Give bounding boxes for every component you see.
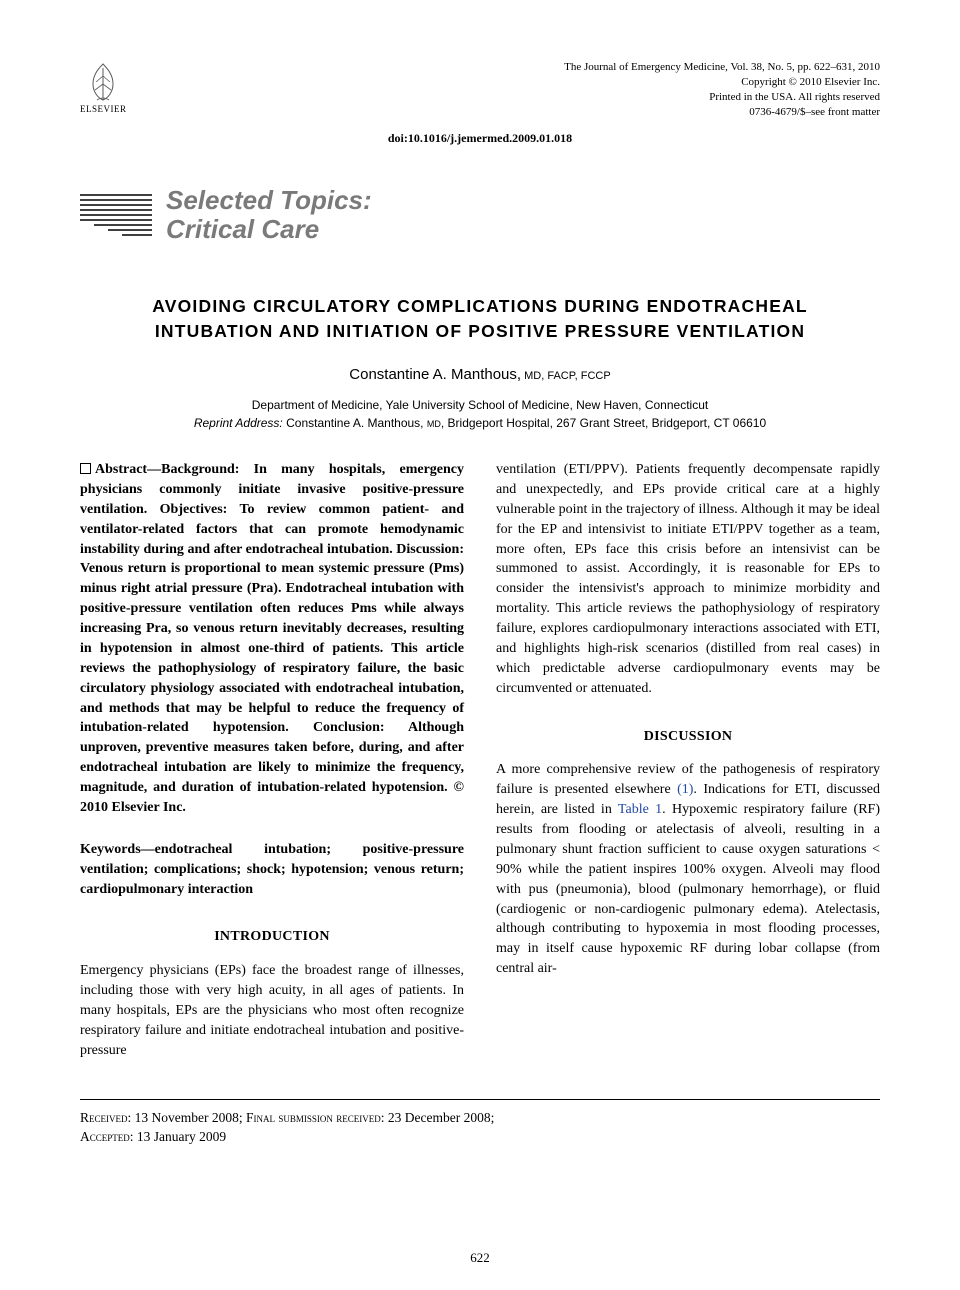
publisher-logo: ELSEVIER (80, 60, 127, 114)
citation-line: Printed in the USA. All rights reserved (564, 90, 880, 105)
body-columns: Abstract—Background: In many hospitals, … (80, 460, 880, 1061)
received-label: Received (80, 1110, 128, 1125)
citation-line: 0736-4679/$–see front matter (564, 105, 880, 120)
reprint-cred: MD (427, 419, 441, 429)
discussion-text-post: . Hypoxemic respiratory failure (RF) res… (496, 802, 880, 976)
accepted-date: : 13 January 2009 (130, 1129, 226, 1144)
citation-block: The Journal of Emergency Medicine, Vol. … (564, 60, 880, 119)
discussion-heading: DISCUSSION (496, 727, 880, 747)
elsevier-tree-icon (83, 60, 123, 102)
checkbox-icon (80, 463, 91, 474)
department-line: Department of Medicine, Yale University … (80, 397, 880, 414)
doi: doi:10.1016/j.jemermed.2009.01.018 (80, 131, 880, 146)
reprint-name: Constantine A. Manthous, (283, 416, 427, 430)
left-column: Abstract—Background: In many hospitals, … (80, 460, 464, 1061)
citation-line: Copyright © 2010 Elsevier Inc. (564, 75, 880, 90)
citation-ref-1[interactable]: (1) (677, 782, 693, 797)
affiliation-block: Department of Medicine, Yale University … (80, 397, 880, 432)
banner-title: Selected Topics: Critical Care (166, 186, 372, 243)
abstract-block: Abstract—Background: In many hospitals, … (80, 460, 464, 818)
page-number: 622 (0, 1250, 960, 1266)
author-name: Constantine A. Manthous, (349, 366, 521, 383)
discussion-para: A more comprehensive review of the patho… (496, 760, 880, 979)
received-block: Received: 13 November 2008; Final submis… (80, 1108, 880, 1147)
received-date: : 13 November 2008; (128, 1110, 246, 1125)
footer-rule (80, 1099, 880, 1100)
citation-line: The Journal of Emergency Medicine, Vol. … (564, 60, 880, 75)
author-credentials: MD, FACP, FCCP (521, 370, 611, 382)
intro-heading: INTRODUCTION (80, 927, 464, 947)
author-line: Constantine A. Manthous, MD, FACP, FCCP (80, 366, 880, 383)
keywords-block: Keywords—endotracheal intubation; positi… (80, 840, 464, 900)
table-1-ref[interactable]: Table 1 (618, 802, 662, 817)
abstract-label: Abstract— (95, 462, 161, 477)
intro-para-right: ventilation (ETI/PPV). Patients frequent… (496, 460, 880, 699)
banner-line1: Selected Topics: (166, 186, 372, 215)
reprint-address: , Bridgeport Hospital, 267 Grant Street,… (441, 416, 766, 430)
abstract-text: Background: In many hospitals, emergency… (80, 462, 464, 815)
page-header: ELSEVIER The Journal of Emergency Medici… (80, 60, 880, 119)
intro-para-left: Emergency physicians (EPs) face the broa… (80, 961, 464, 1060)
keywords-label: Keywords— (80, 842, 155, 857)
accepted-label: Accepted (80, 1129, 130, 1144)
final-label: Final submission received (246, 1110, 381, 1125)
right-column: ventilation (ETI/PPV). Patients frequent… (496, 460, 880, 1061)
article-title: AVOIDING CIRCULATORY COMPLICATIONS DURIN… (100, 294, 860, 345)
final-date: : 23 December 2008; (381, 1110, 495, 1125)
reprint-label: Reprint Address: (194, 416, 283, 430)
section-banner: Selected Topics: Critical Care (80, 186, 880, 243)
banner-lines-icon (80, 192, 152, 238)
banner-line2: Critical Care (166, 215, 372, 244)
reprint-line: Reprint Address: Constantine A. Manthous… (80, 415, 880, 432)
publisher-name: ELSEVIER (80, 104, 127, 114)
